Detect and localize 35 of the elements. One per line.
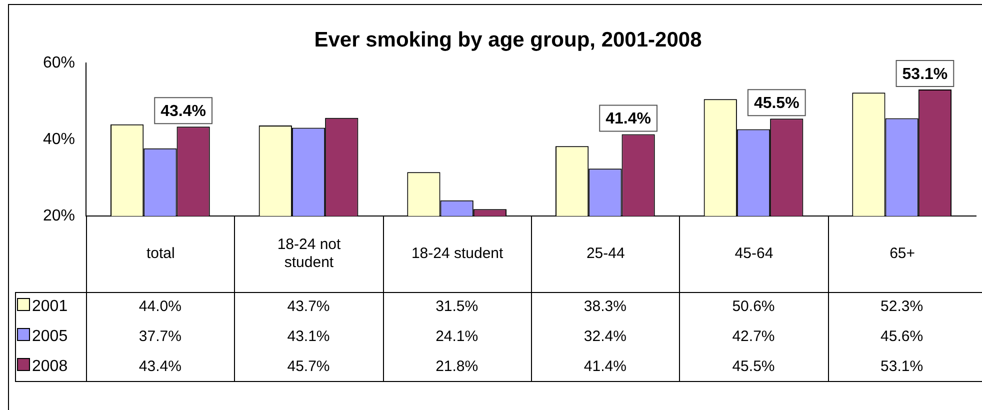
data-label: 32.4% [582, 327, 628, 347]
chart-title: Ever smoking by age group, 2001-2008 [314, 28, 702, 52]
data-label: 45.7% [286, 357, 331, 377]
data-label: 41.4% [582, 357, 628, 377]
x-tick-label: 65+ [828, 216, 976, 292]
data-label: 21.8% [434, 357, 480, 377]
data-label: 43.7% [286, 297, 331, 317]
data-label: 53.1% [880, 357, 924, 377]
x-tick-label: 25-44 [531, 216, 680, 292]
x-tick-label: total [86, 216, 234, 292]
data-label: 45.6% [880, 327, 924, 347]
y-tick-label: 20% [42, 207, 76, 224]
legend-label: 2008 [31, 357, 68, 377]
data-label: 38.3% [582, 297, 628, 317]
data-label: 24.1% [434, 327, 480, 347]
data-label: 50.6% [731, 297, 776, 317]
annotation: 53.1% [902, 66, 948, 83]
data-label: 37.7% [138, 327, 182, 347]
x-tick-label: 45-64 [679, 216, 828, 292]
data-label: 43.1% [286, 327, 331, 347]
annotation: 45.5% [754, 94, 800, 112]
y-tick-label: 60% [42, 54, 76, 72]
annotation: 41.4% [606, 110, 651, 128]
data-label: 52.3% [880, 297, 924, 317]
x-tick-label: 18-24 not student [234, 216, 383, 292]
annotation: 43.4% [160, 103, 206, 120]
x-tick-label: 18-24 student [382, 216, 531, 292]
y-tick-label: 40% [42, 131, 76, 148]
data-label: 31.5% [434, 297, 480, 317]
data-label: 45.5% [731, 357, 776, 377]
data-label: 44.0% [138, 297, 182, 317]
legend-label: 2005 [31, 327, 68, 347]
data-label: 42.7% [731, 327, 776, 347]
legend-label: 2001 [31, 297, 68, 317]
data-label: 43.4% [138, 357, 182, 377]
